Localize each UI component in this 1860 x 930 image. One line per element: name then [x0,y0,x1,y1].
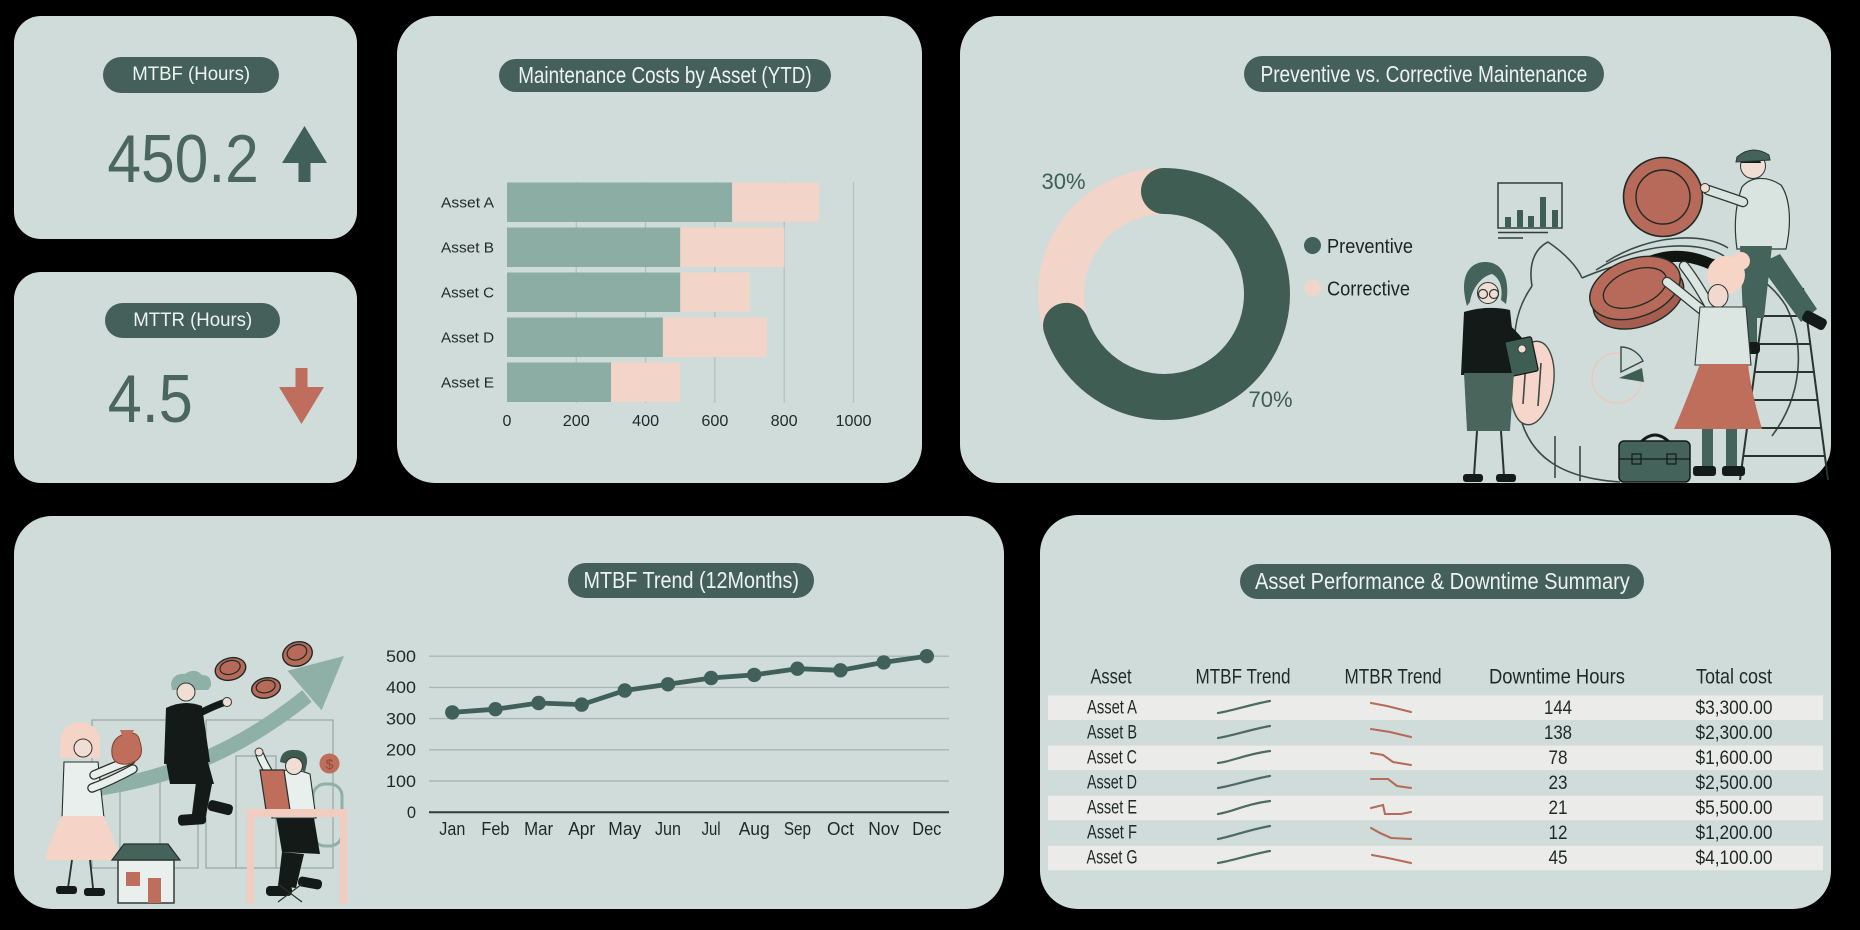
svg-text:Asset D: Asset D [441,330,494,347]
svg-text:Corrective: Corrective [1327,278,1410,301]
svg-text:Nov: Nov [868,819,899,839]
svg-text:600: 600 [701,413,728,430]
svg-text:30%: 30% [1041,169,1085,194]
svg-text:$1,200.00: $1,200.00 [1696,823,1773,844]
svg-text:Preventive: Preventive [1327,235,1413,258]
svg-text:300: 300 [386,710,416,728]
svg-text:Asset G: Asset G [1087,848,1138,869]
svg-text:Jun: Jun [655,819,681,839]
svg-text:100: 100 [386,773,416,791]
svg-text:MTBR Trend: MTBR Trend [1345,666,1442,689]
svg-text:Jan: Jan [439,819,465,839]
svg-text:Asset F: Asset F [1087,823,1137,844]
svg-text:Asset D: Asset D [1087,773,1137,794]
svg-text:Asset C: Asset C [441,285,494,302]
svg-text:$1,600.00: $1,600.00 [1696,748,1773,769]
svg-text:Asset B: Asset B [1087,723,1137,744]
svg-text:0: 0 [407,804,416,822]
svg-text:1000: 1000 [836,413,872,430]
svg-text:500: 500 [386,648,416,666]
svg-text:45: 45 [1549,848,1568,869]
svg-text:Aug: Aug [739,819,770,839]
svg-text:May: May [608,819,641,839]
svg-text:Asset C: Asset C [1087,748,1137,769]
svg-text:200: 200 [386,742,416,760]
svg-text:800: 800 [771,413,798,430]
svg-text:78: 78 [1549,748,1568,769]
svg-text:$5,500.00: $5,500.00 [1696,798,1773,819]
svg-text:144: 144 [1544,698,1572,719]
svg-text:Asset E: Asset E [441,375,494,392]
svg-text:Asset A: Asset A [441,195,494,212]
svg-text:Feb: Feb [481,819,509,839]
svg-text:Total cost: Total cost [1696,666,1772,689]
svg-text:Asset E: Asset E [1087,798,1137,819]
svg-text:400: 400 [386,679,416,697]
svg-text:12: 12 [1549,823,1568,844]
svg-text:Oct: Oct [827,819,854,839]
svg-text:$2,500.00: $2,500.00 [1696,773,1773,794]
svg-text:Asset A: Asset A [1087,698,1137,719]
svg-text:$: $ [326,756,334,772]
svg-text:Dec: Dec [912,819,941,839]
svg-text:$3,300.00: $3,300.00 [1696,698,1773,719]
svg-text:Asset B: Asset B [441,240,494,257]
svg-text:21: 21 [1549,798,1568,819]
svg-text:MTBF Trend: MTBF Trend [1196,666,1291,689]
svg-text:200: 200 [563,413,590,430]
svg-text:$2,300.00: $2,300.00 [1696,723,1773,744]
svg-text:Asset: Asset [1091,666,1132,689]
svg-text:138: 138 [1544,723,1572,744]
svg-text:Mar: Mar [524,819,553,839]
svg-text:70%: 70% [1248,387,1292,412]
svg-text:Sep: Sep [784,819,811,839]
svg-text:23: 23 [1549,773,1568,794]
svg-text:0: 0 [503,413,512,430]
svg-text:Downtime Hours: Downtime Hours [1489,666,1625,689]
svg-text:$4,100.00: $4,100.00 [1696,848,1773,869]
svg-text:Jul: Jul [702,819,721,839]
svg-text:Apr: Apr [568,819,595,839]
svg-text:400: 400 [632,413,659,430]
